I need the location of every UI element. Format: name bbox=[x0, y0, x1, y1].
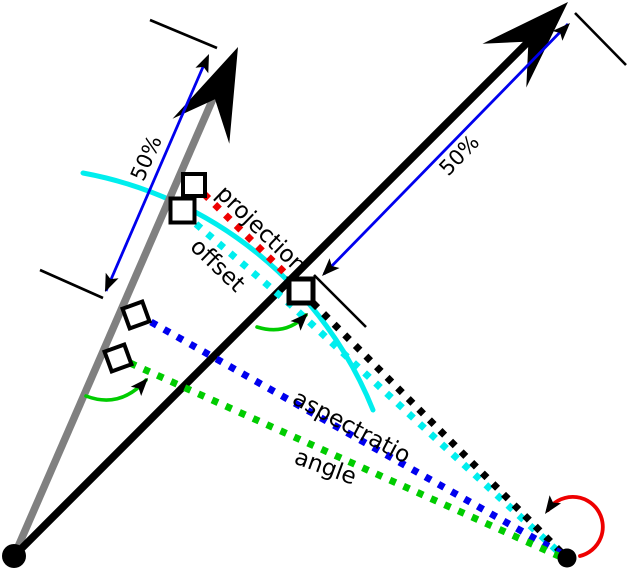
measure-right-top-arrowhead-icon bbox=[552, 23, 570, 41]
rotation-arc-left bbox=[84, 378, 148, 402]
measure-left-bottom-arrowhead-icon bbox=[105, 272, 119, 292]
tick-bottom-left bbox=[39, 268, 104, 300]
right-angle-marker-5 bbox=[286, 276, 316, 306]
rotation-arc-middle-arrowhead-icon bbox=[290, 313, 308, 331]
right-angle-marker-1 bbox=[181, 172, 207, 198]
gray-vector-shaft bbox=[10, 76, 226, 558]
black-vector-arrowhead-icon bbox=[482, 2, 568, 88]
offset-dotted-line bbox=[193, 221, 567, 560]
full-rotation-loop bbox=[546, 495, 605, 558]
offset-arc bbox=[80, 170, 376, 413]
measure-left-label: 50% bbox=[126, 132, 167, 184]
target-point bbox=[557, 548, 577, 568]
measure-left-top-arrowhead-icon bbox=[195, 54, 209, 74]
gray-vector-arrowhead-icon bbox=[172, 47, 238, 144]
right-angle-marker-4 bbox=[101, 341, 135, 375]
aspectratio-dotted-line bbox=[149, 318, 566, 559]
measure-left-line bbox=[104, 59, 208, 292]
measure-right-line bbox=[322, 23, 570, 275]
measure-right-bottom-arrowhead-icon bbox=[322, 258, 340, 276]
origin-point bbox=[2, 544, 26, 568]
angle-dotted-line bbox=[128, 359, 565, 562]
tick-top-right bbox=[574, 12, 627, 66]
projection-dotted-line bbox=[201, 191, 291, 279]
right-angle-marker-2 bbox=[168, 196, 197, 225]
rotation-arc-left-arrowhead-icon bbox=[130, 378, 148, 397]
full-rotation-loop-arrowhead-icon bbox=[545, 495, 562, 514]
right-angle-marker-3 bbox=[119, 298, 153, 332]
measure-right-label: 50% bbox=[434, 130, 484, 180]
tick-middle bbox=[313, 274, 367, 328]
tick-top-left bbox=[149, 18, 218, 50]
